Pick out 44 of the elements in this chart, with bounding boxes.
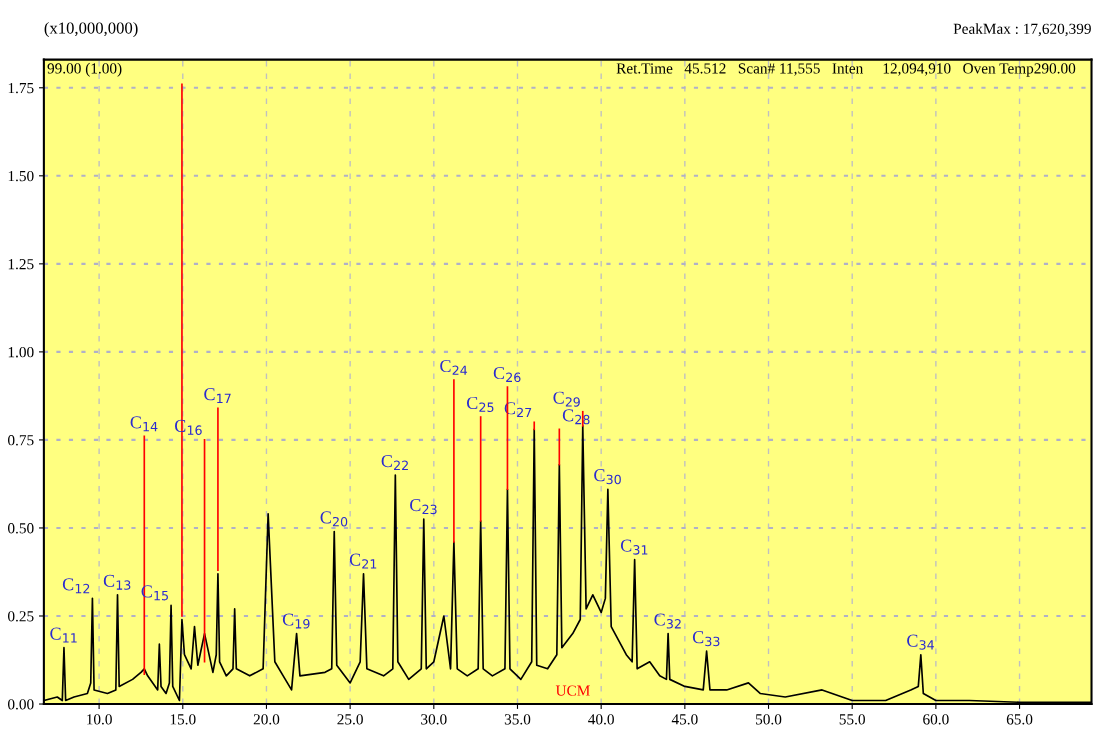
x-tick-label: 60.0 <box>923 714 949 725</box>
x-tick-label: 35.0 <box>504 714 531 725</box>
y-tick-label: 0.25 <box>8 611 34 622</box>
y-tick-label: 0.50 <box>8 523 34 534</box>
annotation: C$_{32}$ <box>654 613 681 629</box>
x-tick-label: 55.0 <box>839 714 865 725</box>
annotation: C$_{12}$ <box>62 578 90 594</box>
annotation: C$_{26}$ <box>493 366 521 383</box>
x-tick-label: 45.0 <box>671 714 698 725</box>
annotation: C$_{30}$ <box>594 469 621 485</box>
annotation: C$_{19}$ <box>282 613 310 629</box>
annotation: C$_{29}$ <box>553 391 580 407</box>
annotation: C$_{13}$ <box>103 574 131 590</box>
y-axis-title: (x10,000,000) <box>44 21 138 38</box>
y-tick-label: 1.25 <box>8 259 34 270</box>
annotation: 99.00 (1.00) <box>47 62 122 77</box>
x-tick-label: 15.0 <box>170 714 196 725</box>
x-tick-label: 40.0 <box>588 714 614 725</box>
annotation: C$_{34}$ <box>907 634 934 650</box>
y-tick-label: 1.75 <box>8 82 34 94</box>
text: PeakMax : 17,620,399 <box>953 23 1091 37</box>
x-tick-label: 65.0 <box>1006 714 1033 725</box>
annotation: C$_{31}$ <box>620 539 648 555</box>
y-tick-label: 0.75 <box>8 435 34 446</box>
annotation: C$_{14}$ <box>130 416 158 432</box>
x-tick-label: 20.0 <box>253 714 280 725</box>
annotation: C$_{23}$ <box>410 499 437 515</box>
y-tick-label: 0.00 <box>8 699 34 710</box>
annotation: Ret.Time 45.512 Scan# 11,555 Inten 12,094,910 Oven Temp290.00 <box>616 63 1076 77</box>
y-tick-label: 1.00 <box>8 347 34 358</box>
x-tick-label: 50.0 <box>756 714 782 725</box>
annotation: UCM <box>555 685 590 696</box>
annotation: C$_{22}$ <box>381 455 408 470</box>
annotation: C$_{25}$ <box>466 396 494 413</box>
annotation: C$_{11}$ <box>50 627 77 643</box>
x-tick-label: 25.0 <box>337 714 363 725</box>
annotation: C$_{17}$ <box>204 388 231 404</box>
y-tick-label: 1.50 <box>8 170 34 182</box>
annotation: C$_{20}$ <box>320 511 348 527</box>
x-tick-label: 10.0 <box>87 714 112 725</box>
x-tick-label: 30.0 <box>421 714 447 725</box>
annotation: C$_{21}$ <box>349 553 377 569</box>
annotation: C$_{24}$ <box>440 359 468 375</box>
annotation: C$_{33}$ <box>692 631 720 647</box>
